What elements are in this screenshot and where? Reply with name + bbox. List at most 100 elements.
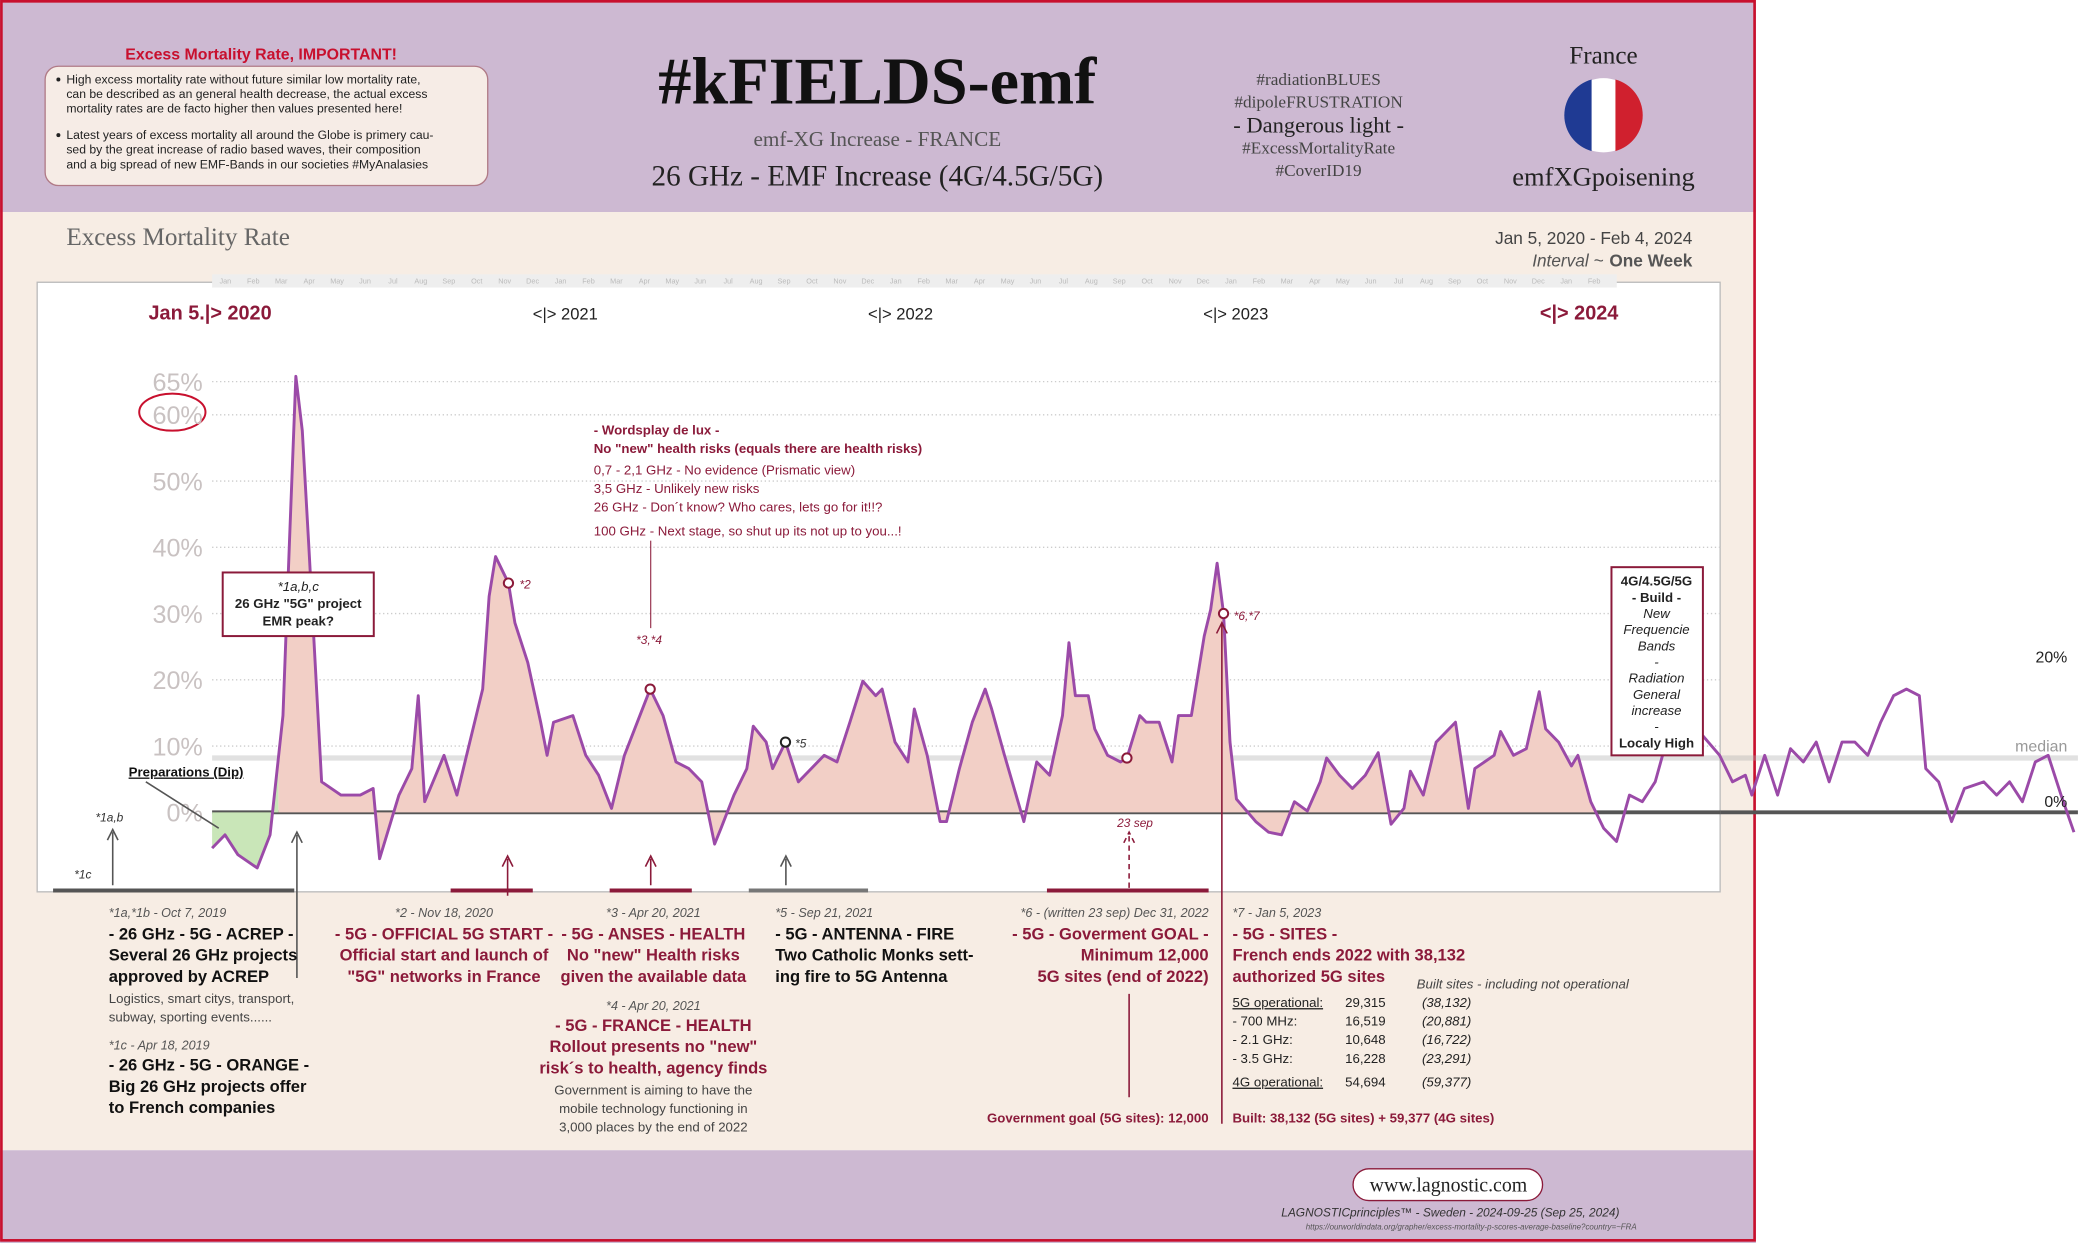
arrow xyxy=(106,827,119,886)
note-line: "5G" networks in France xyxy=(347,967,540,986)
label: can be described as an general health de… xyxy=(66,87,427,101)
bullet xyxy=(56,133,61,138)
arrow xyxy=(779,854,792,886)
month-strip xyxy=(212,274,1617,288)
note-line: given the available data xyxy=(560,967,747,986)
note-line: - 26 GHz - 5G - ACREP - xyxy=(109,925,294,944)
label: *1a,b,c xyxy=(278,579,320,594)
label: #dipoleFRUSTRATION xyxy=(1234,92,1403,111)
note-line: to French companies xyxy=(109,1098,275,1117)
label: Built: 38,132 (5G sites) + 59,377 (4G si… xyxy=(1232,1110,1494,1125)
note-line: Logistics, smart citys, transport, xyxy=(109,991,295,1006)
note-line: Several 26 GHz projects xyxy=(109,946,298,965)
flag-blue xyxy=(1564,79,1592,152)
bullet xyxy=(56,77,61,82)
note-line: *1c - Apr 18, 2019 xyxy=(109,1039,210,1053)
label: No "new" health risks (equals there are … xyxy=(594,441,922,456)
label: #radiationBLUES xyxy=(1256,70,1380,89)
month-label: Oct xyxy=(806,277,817,286)
label: (20,881) xyxy=(1422,1014,1471,1029)
label: High excess mortality rate without futur… xyxy=(66,72,420,86)
label: Radiation xyxy=(1629,671,1685,686)
month-label: Nov xyxy=(1169,277,1182,286)
label: mortality rates are de facto higher then… xyxy=(66,102,402,116)
label: 16,519 xyxy=(1345,1014,1386,1029)
label: *5 xyxy=(795,736,807,750)
label: Interval ~ xyxy=(1532,250,1603,270)
label: median xyxy=(2015,738,2067,755)
label: 26 GHz - Don´t know? Who cares, lets go … xyxy=(594,500,883,515)
note-line: French ends 2022 with 38,132 xyxy=(1232,946,1465,965)
label: *2 xyxy=(520,577,532,591)
peak-box xyxy=(221,571,375,638)
label: Excess Mortality Rate, IMPORTANT! xyxy=(125,47,397,64)
label: Frequencie xyxy=(1623,622,1689,637)
month-label: Jan xyxy=(1225,277,1237,286)
label: #ExcessMortalityRate xyxy=(1242,139,1395,158)
month-label: Aug xyxy=(1420,277,1433,286)
month-label: Mar xyxy=(945,277,958,286)
month-label: Jul xyxy=(1394,277,1404,286)
label: - xyxy=(1654,719,1659,734)
arrow xyxy=(290,830,303,978)
area-fill xyxy=(278,376,1597,859)
arrow xyxy=(1215,621,1228,1124)
note-line: - 5G - OFFICIAL 5G START - xyxy=(335,925,553,944)
note-line: *1a,*1b - Oct 7, 2019 xyxy=(109,906,226,920)
month-label: Jul xyxy=(724,277,734,286)
note-line: *6 - (written 23 sep) Dec 31, 2022 xyxy=(1021,906,1209,920)
month-label: Apr xyxy=(1309,277,1321,286)
label: 29,315 xyxy=(1345,995,1386,1010)
note-line: Two Catholic Monks sett- xyxy=(775,946,973,965)
label: (59,377) xyxy=(1422,1075,1471,1090)
month-label: Sep xyxy=(1448,277,1461,286)
note-line: mobile technology functioning in xyxy=(559,1101,748,1116)
month-label: Jul xyxy=(1059,277,1069,286)
label: (16,722) xyxy=(1422,1032,1471,1047)
month-label: Nov xyxy=(833,277,846,286)
label: Bands xyxy=(1638,638,1676,653)
label: (23,291) xyxy=(1422,1051,1471,1066)
year-label: Jan 5.|> 2020 xyxy=(148,302,271,324)
month-label: Feb xyxy=(1253,277,1266,286)
year-label: <|> 2023 xyxy=(1203,304,1268,323)
label: Built sites - including not operational xyxy=(1417,977,1630,992)
month-label: Sep xyxy=(442,277,455,286)
label: - Dangerous light - xyxy=(1233,113,1404,138)
month-label: May xyxy=(665,277,679,286)
month-label: Dec xyxy=(1197,277,1210,286)
highlight-ellipse xyxy=(138,392,207,432)
month-label: Aug xyxy=(1085,277,1098,286)
note-line: *5 - Sep 21, 2021 xyxy=(775,906,873,920)
month-label: Mar xyxy=(610,277,623,286)
month-label: Aug xyxy=(750,277,763,286)
highlight-point xyxy=(502,577,515,589)
month-label: May xyxy=(1001,277,1015,286)
label: and a big spread of new EMF-Bands in our… xyxy=(66,157,428,171)
label: LAGNOSTICprinciples™ - Sweden - 2024-09-… xyxy=(1281,1205,1619,1219)
label: 26 GHz - EMF Increase (4G/4.5G/5G) xyxy=(652,161,1104,193)
note-line: - 26 GHz - 5G - ORANGE - xyxy=(109,1056,309,1075)
year-label: <|> 2024 xyxy=(1540,302,1618,324)
label: #CoverID19 xyxy=(1276,161,1362,180)
month-label: Jan xyxy=(1560,277,1572,286)
label: 4G operational: xyxy=(1232,1075,1323,1090)
month-label: Jun xyxy=(359,277,371,286)
label: *6,*7 xyxy=(1234,609,1260,623)
month-label: Jun xyxy=(1030,277,1042,286)
label: Jan 5, 2020 - Feb 4, 2024 xyxy=(1495,228,1693,248)
month-label: Oct xyxy=(1477,277,1488,286)
label: *1c xyxy=(74,868,91,882)
label: 54,694 xyxy=(1345,1075,1386,1090)
page-border xyxy=(0,0,1756,1242)
label: 26 GHz "5G" project xyxy=(235,596,362,611)
month-label: Mar xyxy=(1281,277,1294,286)
year-label: <|> 2022 xyxy=(868,304,933,323)
label: - Build - xyxy=(1632,590,1681,605)
label: #kFIELDS-emf xyxy=(658,45,1097,118)
highlight-point xyxy=(644,683,656,695)
label: sed by the great increase of radio based… xyxy=(66,143,420,157)
note-line: - 5G - SITES - xyxy=(1232,925,1337,944)
label: 16,228 xyxy=(1345,1051,1386,1066)
